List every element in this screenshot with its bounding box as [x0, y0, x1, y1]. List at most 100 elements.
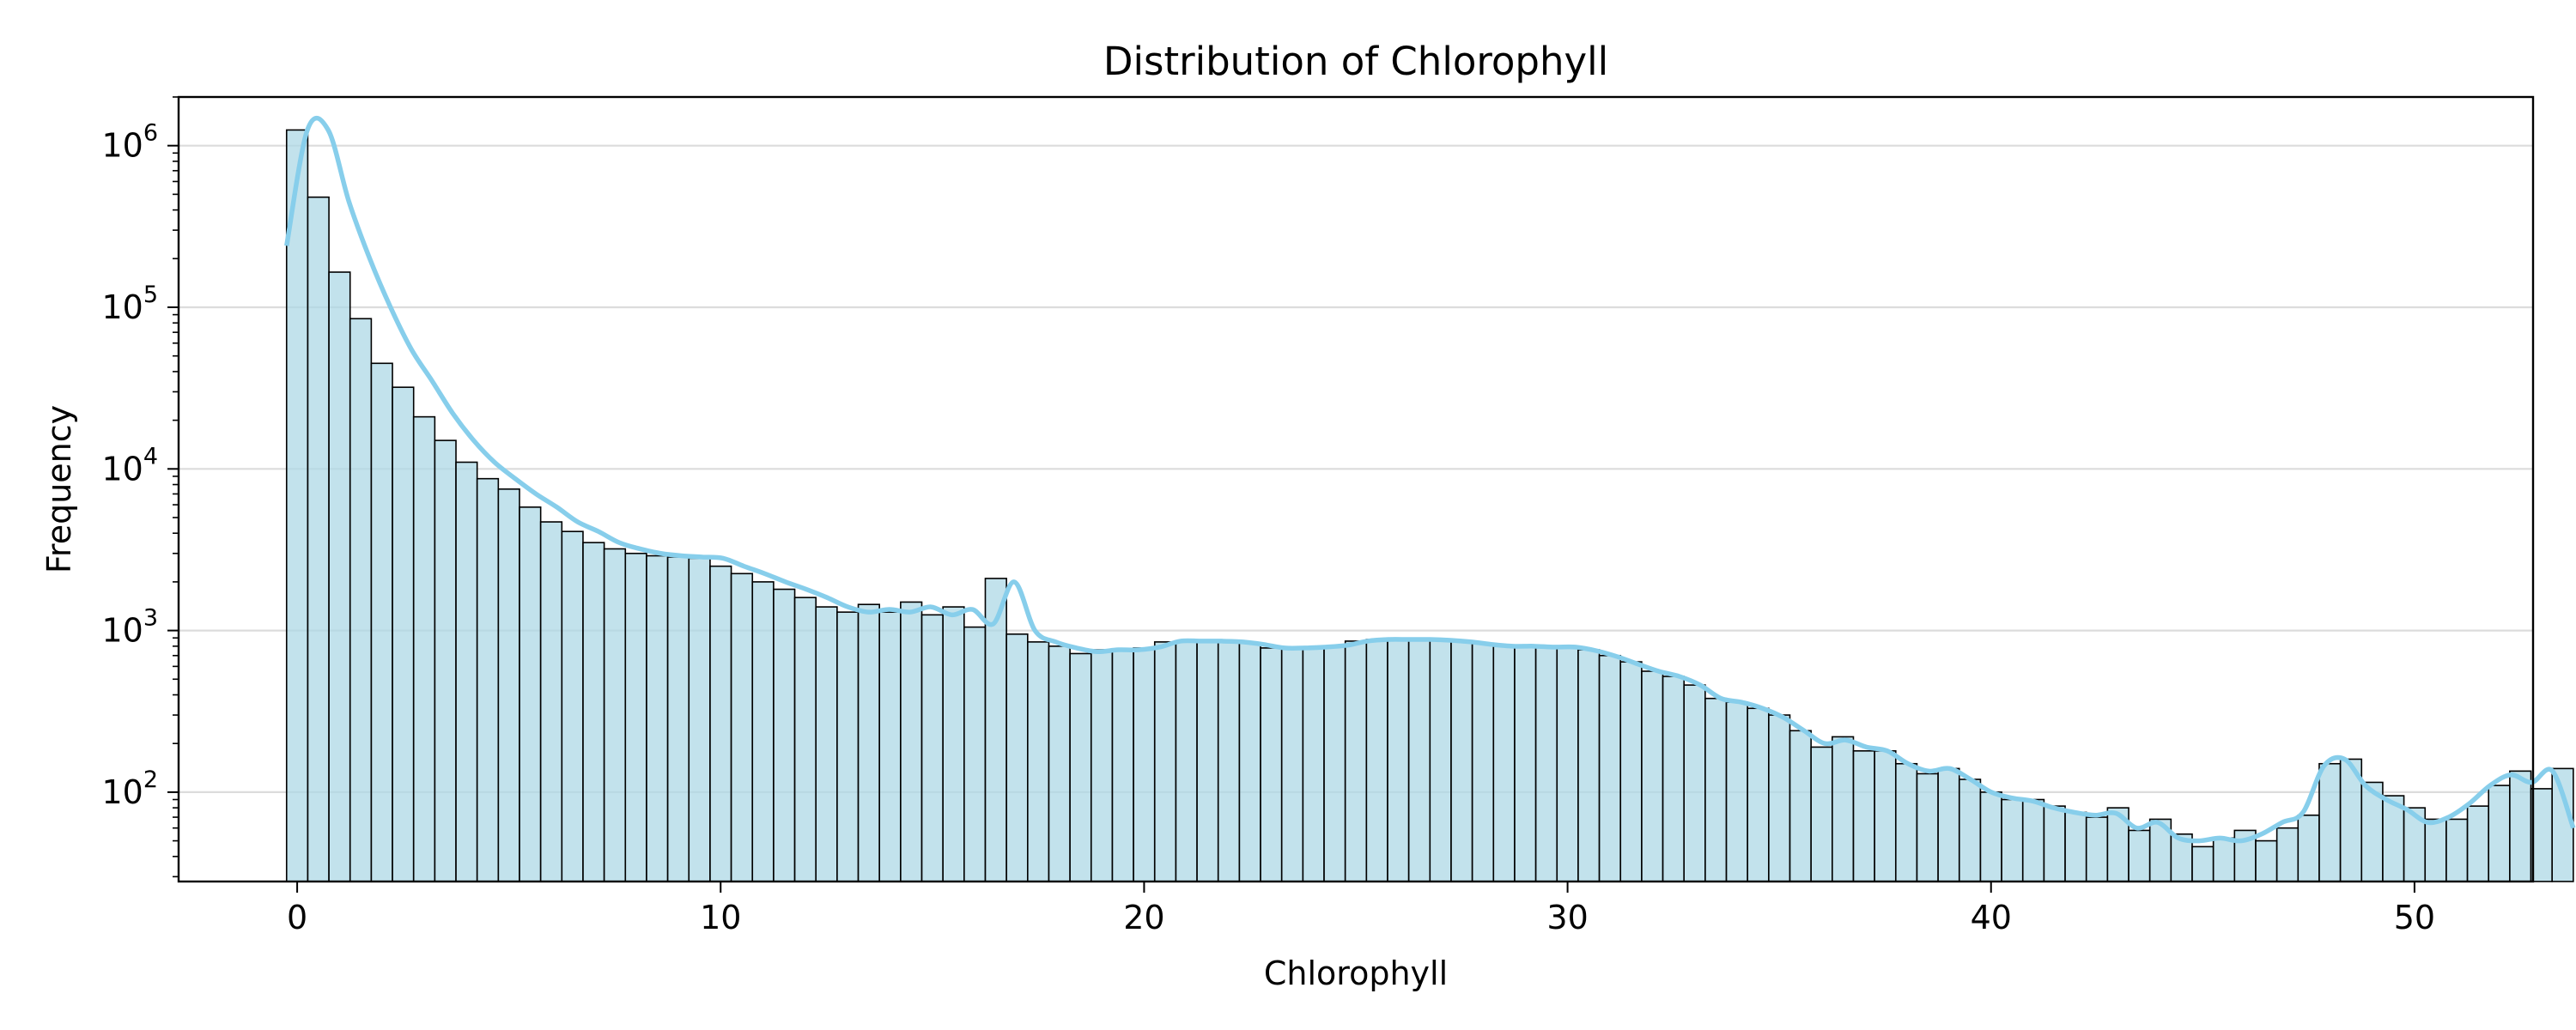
histogram-bar — [1387, 639, 1410, 882]
histogram-bar — [603, 548, 627, 882]
histogram-bar — [1196, 640, 1219, 882]
histogram-bar — [1577, 649, 1601, 882]
histogram-bar — [2488, 785, 2511, 882]
histogram-bar — [688, 557, 711, 882]
histogram-bar — [1026, 641, 1050, 882]
histogram-bar — [2064, 811, 2087, 882]
kde-line — [284, 116, 2576, 844]
histogram-bar — [1619, 661, 1643, 882]
histogram-bar — [836, 611, 860, 882]
x-tick-label: 0 — [287, 899, 307, 936]
histogram-bar — [1048, 645, 1071, 882]
histogram-bar — [1747, 707, 1770, 882]
histogram-bar — [1810, 746, 1833, 882]
histogram-bar — [2021, 798, 2045, 882]
histogram-bar — [963, 626, 987, 882]
histogram-bar — [2275, 827, 2300, 882]
x-tick-label: 10 — [700, 899, 741, 936]
histogram-bar — [1832, 736, 1855, 882]
histogram-bar — [1280, 647, 1304, 882]
histogram-bar — [1069, 652, 1092, 882]
histogram-bar — [2509, 770, 2532, 882]
histogram-bar — [1111, 649, 1134, 882]
histogram-bar — [1238, 642, 1261, 882]
y-tick-label: 105 — [101, 282, 158, 326]
histogram-bar — [2191, 845, 2215, 882]
histogram-bar — [646, 554, 669, 882]
histogram-bar — [1768, 714, 1791, 882]
histogram-bar — [1429, 639, 1452, 882]
histogram-bar — [476, 477, 500, 882]
histogram-bar — [1492, 645, 1516, 882]
histogram-bar — [1005, 633, 1029, 882]
histogram-bar — [1133, 647, 1156, 882]
histogram-bar — [624, 552, 647, 882]
histogram-bar — [2297, 814, 2320, 882]
histogram-bar — [539, 521, 563, 882]
y-tick-label: 102 — [101, 766, 158, 811]
histogram-bar — [1852, 750, 1875, 882]
histogram-bar — [1175, 641, 1198, 882]
histogram-bar — [370, 362, 393, 882]
plot-frame — [177, 95, 2535, 883]
histogram-bar — [561, 530, 584, 882]
histogram-bar — [1874, 750, 1897, 882]
histogram-bar — [1641, 670, 1664, 882]
histogram-bar — [2445, 818, 2469, 882]
histogram-bar — [1260, 647, 1283, 882]
histogram-bar — [793, 597, 817, 882]
histogram-bar — [2043, 805, 2066, 882]
histogram-bar — [2466, 805, 2490, 882]
histogram-bar — [434, 439, 457, 882]
histogram-bar — [1937, 767, 1960, 882]
y-axis-label: Frequency — [40, 405, 78, 573]
histogram-bar — [1598, 654, 1622, 882]
histogram-bar — [773, 588, 796, 882]
histogram-bar — [1556, 645, 1579, 882]
histogram-bar — [392, 386, 415, 882]
histogram-bar — [2530, 788, 2553, 882]
histogram-bar — [751, 581, 775, 882]
histogram-bar — [519, 506, 542, 882]
y-tick-label: 103 — [101, 605, 158, 650]
y-tick-label: 104 — [101, 443, 158, 488]
histogram-bar — [1916, 772, 1939, 882]
histogram-bar — [1534, 646, 1558, 882]
histogram-bar — [1958, 779, 1982, 882]
histogram-bar — [815, 606, 838, 882]
histogram-bar — [1894, 762, 1918, 882]
x-tick-label: 40 — [1971, 899, 2012, 936]
histogram-bar — [497, 488, 520, 882]
histogram-bar — [1302, 646, 1325, 882]
y-axis-ticks: 102 103 104 105 106 — [101, 96, 179, 878]
histogram-bar — [666, 556, 690, 882]
histogram-bar — [920, 614, 944, 882]
histogram-bar — [857, 603, 880, 882]
histogram-bar — [412, 415, 436, 882]
histogram-bar — [1153, 641, 1177, 882]
x-tick-label: 50 — [2394, 899, 2435, 936]
x-axis-label: Chlorophyll — [1264, 954, 1448, 992]
histogram-bar — [1365, 639, 1388, 882]
histogram-bar — [2424, 818, 2447, 882]
histogram-bar — [349, 318, 373, 882]
histogram-bar — [1407, 639, 1431, 882]
histogram-bar — [942, 606, 965, 882]
y-tick-label: 106 — [101, 120, 158, 165]
histogram-bar — [2001, 798, 2024, 882]
histogram-bar — [1514, 645, 1537, 882]
histogram-bar — [1704, 697, 1728, 882]
histogram-bar — [1725, 701, 1748, 882]
histogram-bar — [1979, 791, 2002, 882]
histogram-bar — [2128, 829, 2151, 882]
x-tick-label: 20 — [1123, 899, 1164, 936]
histogram-bar — [1789, 730, 1812, 882]
histogram-bar — [1683, 684, 1706, 882]
histogram-bar — [2382, 795, 2405, 882]
histogram-bar — [2212, 837, 2236, 882]
kde-curve — [284, 116, 2576, 844]
histogram-bar — [285, 129, 309, 882]
histogram-bar — [328, 271, 351, 882]
histogram-bar — [2318, 762, 2342, 882]
